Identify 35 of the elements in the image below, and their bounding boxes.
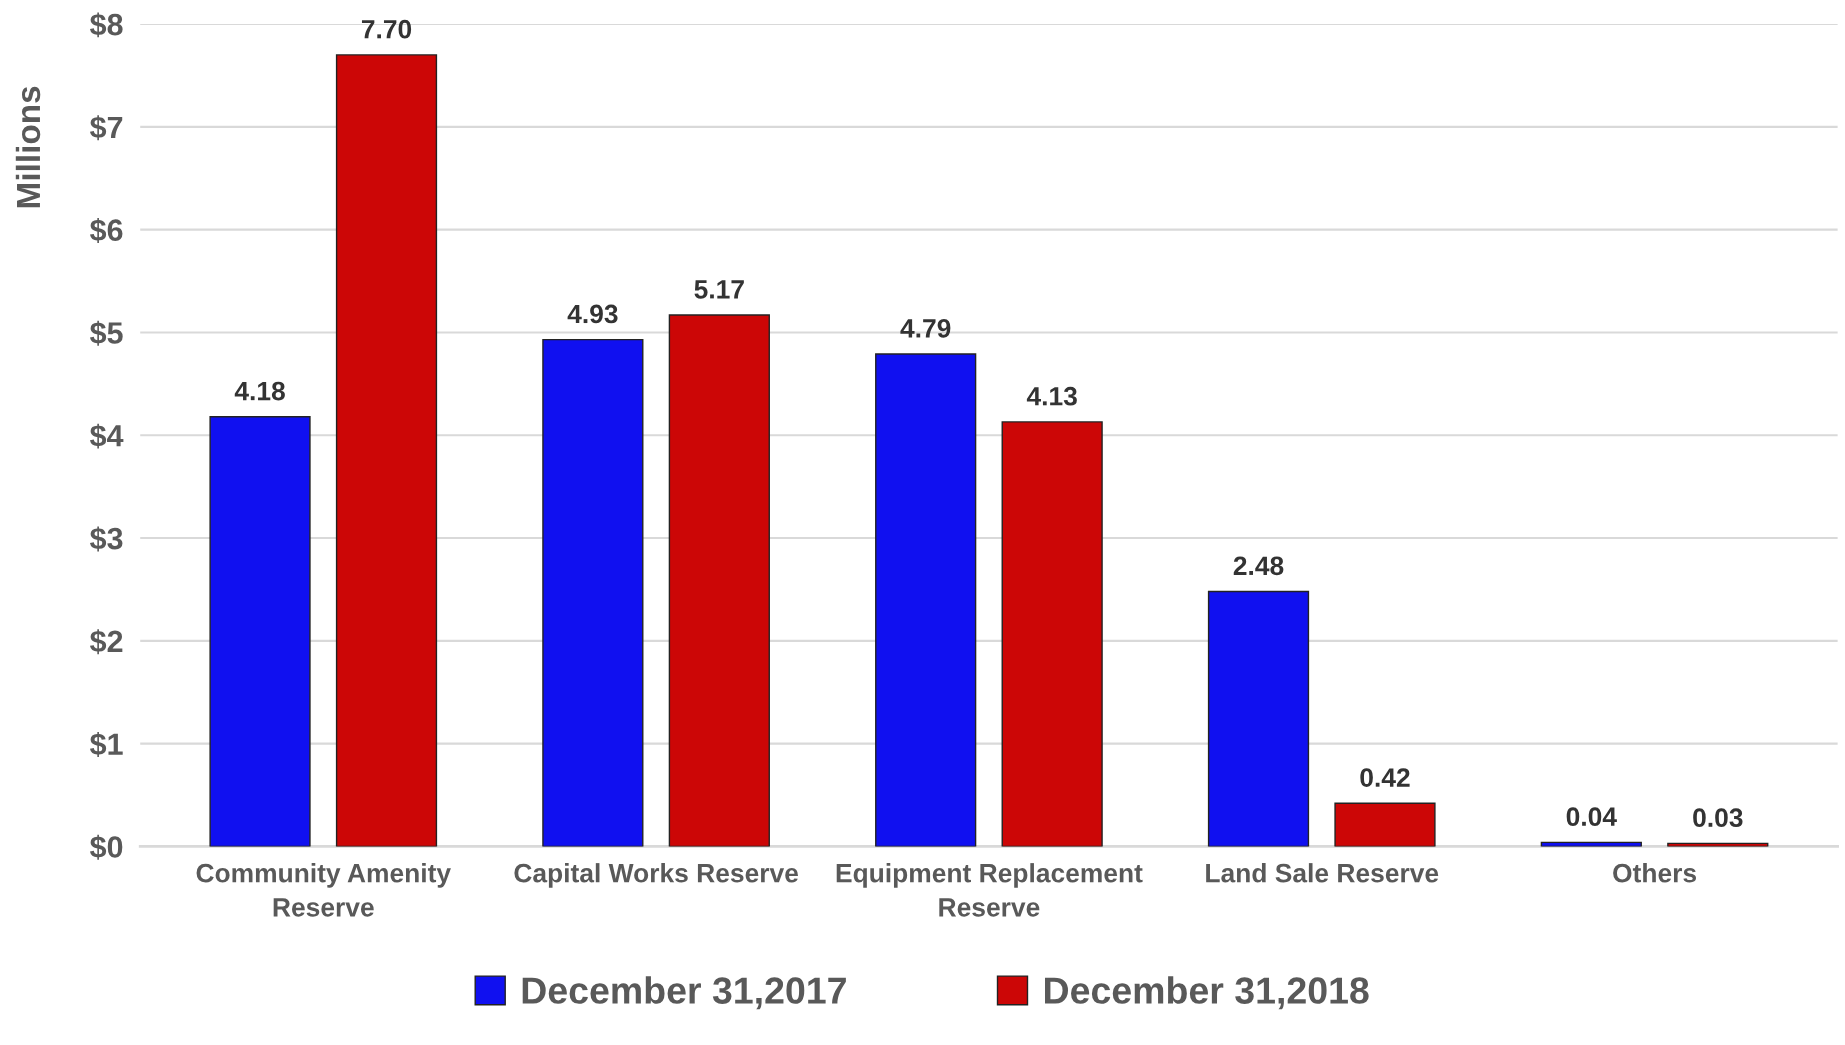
data-label: 0.03 <box>1693 808 1743 828</box>
legend-label: December 31,2018 <box>1045 976 1369 1010</box>
x-tick-label: Capital Works Reserve <box>514 863 798 888</box>
data-label: 7.70 <box>361 19 412 39</box>
bar <box>335 54 438 847</box>
bar <box>668 314 770 847</box>
y-tick-label: $1 <box>89 732 123 757</box>
y-tick-label: $5 <box>89 320 123 346</box>
data-label: 0.42 <box>1360 768 1410 787</box>
data-label: 4.93 <box>567 304 618 324</box>
y-tick-label: $8 <box>89 12 123 38</box>
data-label: 0.04 <box>1566 807 1617 827</box>
y-tick-label: $3 <box>89 526 123 552</box>
bar <box>1334 802 1436 847</box>
data-label: 5.17 <box>694 280 744 299</box>
x-tick-label: Equipment Replacement Reserve <box>836 863 1143 917</box>
y-tick-label: $2 <box>89 629 123 655</box>
bar <box>542 338 644 847</box>
bar <box>1001 421 1103 847</box>
data-label: 4.18 <box>234 381 285 401</box>
x-tick-label: Others <box>1613 863 1697 883</box>
bar <box>1207 590 1310 847</box>
legend-label: December 31,2017 <box>522 976 846 1010</box>
x-tick-label: Community Amenity Reserve <box>196 863 451 917</box>
y-axis-title: Millions <box>15 86 41 208</box>
data-label: 2.48 <box>1233 556 1284 576</box>
y-tick-label: $0 <box>89 834 123 860</box>
data-label: 4.79 <box>900 319 951 338</box>
bar <box>209 416 311 847</box>
data-label: 4.13 <box>1026 386 1077 406</box>
y-tick-label: $4 <box>89 423 124 449</box>
bar <box>875 353 977 847</box>
y-tick-label: $6 <box>89 218 123 243</box>
y-tick-label: $7 <box>89 115 123 141</box>
x-tick-label: Land Sale Reserve <box>1206 863 1439 883</box>
